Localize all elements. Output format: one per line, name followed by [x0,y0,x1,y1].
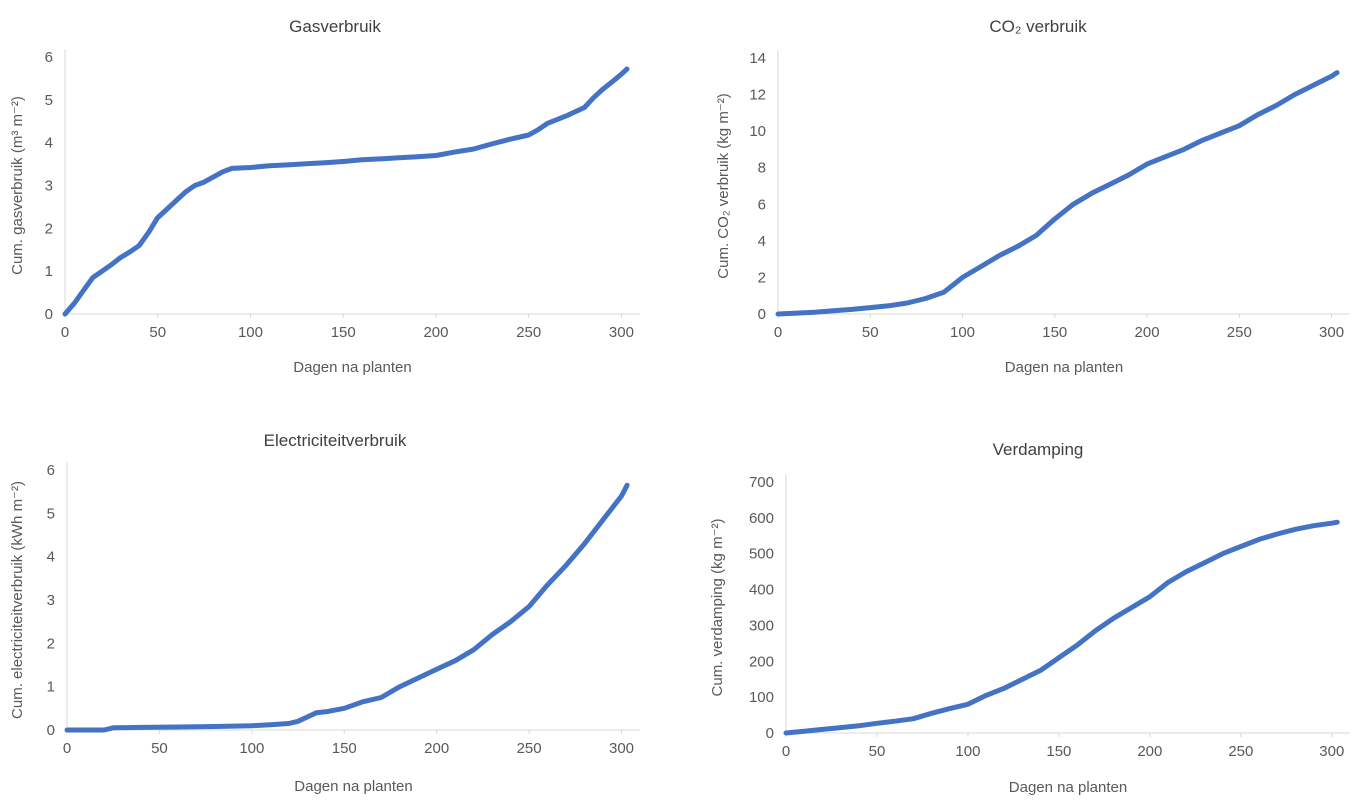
chart-title: Gasverbruik [289,17,381,36]
x-tick-label: 0 [63,740,71,757]
y-tick-label: 500 [749,546,774,563]
x-tick-label: 250 [516,324,541,341]
x-tick-label: 300 [1319,743,1344,760]
x-tick-label: 100 [950,324,975,341]
x-tick-label: 250 [517,740,542,757]
x-axis-label: Dagen na planten [293,359,411,376]
y-tick-label: 0 [47,722,55,739]
y-tick-label: 3 [45,178,53,195]
y-tick-label: 1 [45,263,53,280]
x-axis-label: Dagen na planten [1009,779,1127,796]
x-tick-label: 150 [332,740,357,757]
chart-gasverbruik: Gasverbruik 0 1 2 3 4 5 6 0 50 100 150 200 250 300 Dage… [0,0,660,390]
y-tick-label: 4 [758,233,766,250]
x-axis-label: Dagen na planten [1005,359,1123,376]
x-axis-label: Dagen na planten [294,778,412,795]
y-tick-label: 0 [766,725,774,742]
x-tick-label: 50 [149,324,166,341]
chart-co2-verbruik-svg: CO₂ verbruik 0 2 4 6 8 10 12 14 0 50 100 150 200 250 30… [715,17,1350,376]
y-tick-label: 0 [45,306,53,323]
x-tick-label: 150 [1046,743,1071,760]
y-tick-label: 6 [758,196,766,213]
y-tick-label: 4 [47,549,55,566]
x-tick-label: 0 [61,324,69,341]
x-tick-label: 300 [1319,324,1344,341]
y-tick-label: 0 [758,306,766,323]
y-tick-label: 700 [749,474,774,491]
x-tick-label: 100 [239,740,264,757]
x-tick-label: 100 [955,743,980,760]
series-line [62,66,630,317]
series-line [775,70,1340,317]
chart-verdamping-svg: Verdamping 0 100 200 300 400 500 600 700 0 50 100 15… [709,440,1350,796]
y-axis-label: Cum. CO₂ verbruik (kg m⁻²) [715,93,732,278]
y-tick-label: 200 [749,653,774,670]
y-tick-label: 600 [749,510,774,527]
y-tick-label: 300 [749,617,774,634]
y-axis-label: Cum. electriciteitverbruik (kWh m⁻²) [9,481,26,719]
y-tick-label: 4 [45,135,53,152]
y-tick-label: 12 [749,87,766,104]
chart-co2-verbruik: CO₂ verbruik 0 2 4 6 8 10 12 14 0 50 100 150 200 250 30… [700,0,1362,390]
y-tick-label: 5 [47,505,55,522]
chart-title: Verdamping [993,440,1084,459]
y-tick-label: 6 [47,462,55,479]
x-tick-label: 250 [1228,743,1253,760]
x-tick-label: 50 [151,740,168,757]
x-tick-label: 200 [1135,324,1160,341]
x-tick-label: 200 [424,740,449,757]
x-tick-label: 0 [782,743,790,760]
x-tick-label: 100 [238,324,263,341]
y-tick-label: 400 [749,582,774,599]
chart-gasverbruik-svg: Gasverbruik 0 1 2 3 4 5 6 0 50 100 150 200 250 300 Dage… [9,17,640,376]
x-tick-label: 250 [1227,324,1252,341]
y-tick-label: 10 [749,123,766,140]
x-tick-label: 50 [869,743,886,760]
y-axis-label: Cum. verdamping (kg m⁻²) [709,519,726,697]
chart-verdamping: Verdamping 0 100 200 300 400 500 600 700 0 50 100 15… [700,408,1362,798]
y-tick-label: 2 [758,269,766,286]
x-tick-label: 300 [609,324,634,341]
chart-electriciteitverbruik: Electriciteitverbruik 0 1 2 3 4 5 6 0 50 100 150 200… [0,408,660,798]
series-line [783,519,1340,736]
x-tick-label: 50 [862,324,879,341]
y-tick-label: 2 [45,220,53,237]
y-tick-label: 8 [758,160,766,177]
x-tick-label: 150 [1042,324,1067,341]
y-tick-label: 2 [47,635,55,652]
series-line [64,482,630,733]
y-tick-label: 5 [45,92,53,109]
y-tick-label: 100 [749,689,774,706]
y-tick-label: 6 [45,49,53,66]
x-tick-label: 200 [1137,743,1162,760]
y-tick-label: 1 [47,679,55,696]
x-tick-label: 300 [609,740,634,757]
x-tick-label: 150 [331,324,356,341]
y-axis-label: Cum. gasverbruik (m³ m⁻²) [9,96,26,275]
y-tick-label: 3 [47,592,55,609]
x-tick-label: 0 [774,324,782,341]
chart-title: CO₂ verbruik [989,17,1087,36]
chart-electriciteitverbruik-svg: Electriciteitverbruik 0 1 2 3 4 5 6 0 50 100 150 200… [9,431,640,795]
y-tick-label: 14 [749,50,766,67]
x-tick-label: 200 [423,324,448,341]
chart-title: Electriciteitverbruik [264,431,407,450]
